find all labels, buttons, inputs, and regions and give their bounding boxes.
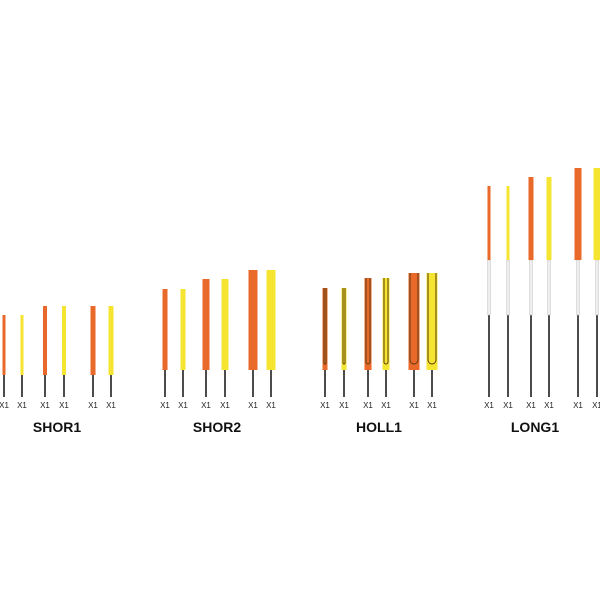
quantity-label: X1 — [503, 401, 513, 410]
tip — [248, 270, 258, 370]
tip — [593, 168, 600, 260]
tip — [322, 288, 328, 370]
tip-hollow — [409, 273, 419, 365]
stem-clear — [487, 259, 491, 316]
group-label: SHOR2 — [193, 419, 241, 435]
tip — [382, 278, 390, 370]
tip — [487, 186, 491, 260]
quantity-label: X1 — [160, 401, 170, 410]
stem-clear — [595, 259, 599, 316]
tip-hollow — [342, 288, 346, 365]
quantity-label: X1 — [526, 401, 536, 410]
tip — [202, 279, 210, 370]
tip — [266, 270, 276, 370]
quantity-label: X1 — [339, 401, 349, 410]
tip — [408, 273, 420, 370]
stem-clear — [529, 259, 533, 316]
tip — [43, 306, 47, 375]
quantity-label: X1 — [573, 401, 583, 410]
tip-hollow — [383, 278, 389, 365]
tip — [108, 306, 114, 375]
tip — [180, 289, 186, 370]
quantity-label: X1 — [178, 401, 188, 410]
quantity-label: X1 — [592, 401, 600, 410]
quantity-label: X1 — [106, 401, 116, 410]
quantity-label: X1 — [409, 401, 419, 410]
tip — [90, 306, 96, 375]
stem-clear — [547, 259, 551, 316]
tip — [341, 288, 347, 370]
tip — [364, 278, 372, 370]
tip-hollow — [365, 278, 371, 365]
stem-clear — [576, 259, 580, 316]
quantity-label: X1 — [544, 401, 554, 410]
tip-hollow — [323, 288, 327, 365]
tip — [20, 315, 24, 375]
tip — [546, 177, 552, 260]
tip — [528, 177, 534, 260]
group-label: LONG1 — [511, 419, 559, 435]
quantity-label: X1 — [17, 401, 27, 410]
quantity-label: X1 — [363, 401, 373, 410]
quantity-label: X1 — [320, 401, 330, 410]
tip — [574, 168, 582, 260]
tip — [62, 306, 66, 375]
tip — [426, 273, 438, 370]
quantity-label: X1 — [381, 401, 391, 410]
quantity-label: X1 — [40, 401, 50, 410]
group-label: HOLL1 — [356, 419, 402, 435]
tip — [221, 279, 229, 370]
quantity-label: X1 — [220, 401, 230, 410]
tip — [2, 315, 6, 375]
quantity-label: X1 — [0, 401, 9, 410]
quantity-label: X1 — [248, 401, 258, 410]
tip — [162, 289, 168, 370]
quantity-label: X1 — [201, 401, 211, 410]
quantity-label: X1 — [484, 401, 494, 410]
quantity-label: X1 — [427, 401, 437, 410]
quantity-label: X1 — [266, 401, 276, 410]
stem-clear — [506, 259, 510, 316]
quantity-label: X1 — [59, 401, 69, 410]
tip-hollow — [427, 273, 437, 365]
tip — [506, 186, 510, 260]
group-label: SHOR1 — [33, 419, 81, 435]
quantity-label: X1 — [88, 401, 98, 410]
